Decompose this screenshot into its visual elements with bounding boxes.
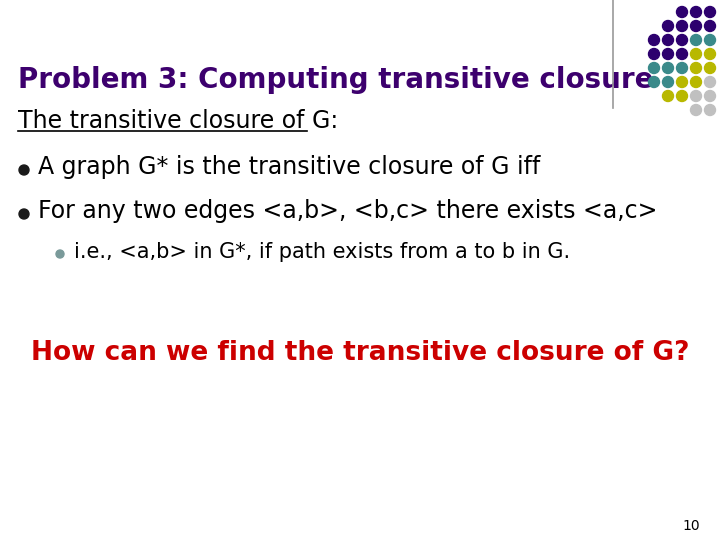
- Circle shape: [690, 91, 701, 102]
- Circle shape: [662, 49, 673, 59]
- Text: Problem 3: Computing transitive closure: Problem 3: Computing transitive closure: [18, 66, 654, 94]
- Circle shape: [19, 209, 29, 219]
- Circle shape: [704, 49, 716, 59]
- Circle shape: [704, 77, 716, 87]
- Circle shape: [704, 21, 716, 31]
- Circle shape: [56, 250, 64, 258]
- Circle shape: [662, 91, 673, 102]
- Circle shape: [677, 91, 688, 102]
- Text: A graph G* is the transitive closure of G iff: A graph G* is the transitive closure of …: [38, 155, 541, 179]
- Text: How can we find the transitive closure of G?: How can we find the transitive closure o…: [31, 340, 689, 366]
- Circle shape: [649, 77, 660, 87]
- Circle shape: [690, 77, 701, 87]
- Circle shape: [662, 21, 673, 31]
- Circle shape: [704, 35, 716, 45]
- Circle shape: [677, 6, 688, 17]
- Text: 10: 10: [683, 519, 700, 533]
- Circle shape: [704, 105, 716, 116]
- Circle shape: [677, 77, 688, 87]
- Circle shape: [704, 91, 716, 102]
- Circle shape: [690, 6, 701, 17]
- Text: i.e., <a,b> in G*, if path exists from a to b in G.: i.e., <a,b> in G*, if path exists from a…: [74, 242, 570, 262]
- Circle shape: [649, 49, 660, 59]
- Circle shape: [677, 35, 688, 45]
- Circle shape: [690, 63, 701, 73]
- Circle shape: [649, 63, 660, 73]
- Text: The transitive closure of G:: The transitive closure of G:: [18, 109, 338, 133]
- Circle shape: [704, 6, 716, 17]
- Circle shape: [649, 35, 660, 45]
- Circle shape: [662, 35, 673, 45]
- Circle shape: [677, 21, 688, 31]
- Circle shape: [662, 63, 673, 73]
- Circle shape: [690, 105, 701, 116]
- Circle shape: [690, 35, 701, 45]
- Text: For any two edges <a,b>, <b,c> there exists <a,c>: For any two edges <a,b>, <b,c> there exi…: [38, 199, 657, 223]
- Circle shape: [690, 21, 701, 31]
- Circle shape: [690, 49, 701, 59]
- Circle shape: [677, 63, 688, 73]
- Circle shape: [19, 165, 29, 175]
- Circle shape: [704, 63, 716, 73]
- Circle shape: [662, 77, 673, 87]
- Circle shape: [677, 49, 688, 59]
